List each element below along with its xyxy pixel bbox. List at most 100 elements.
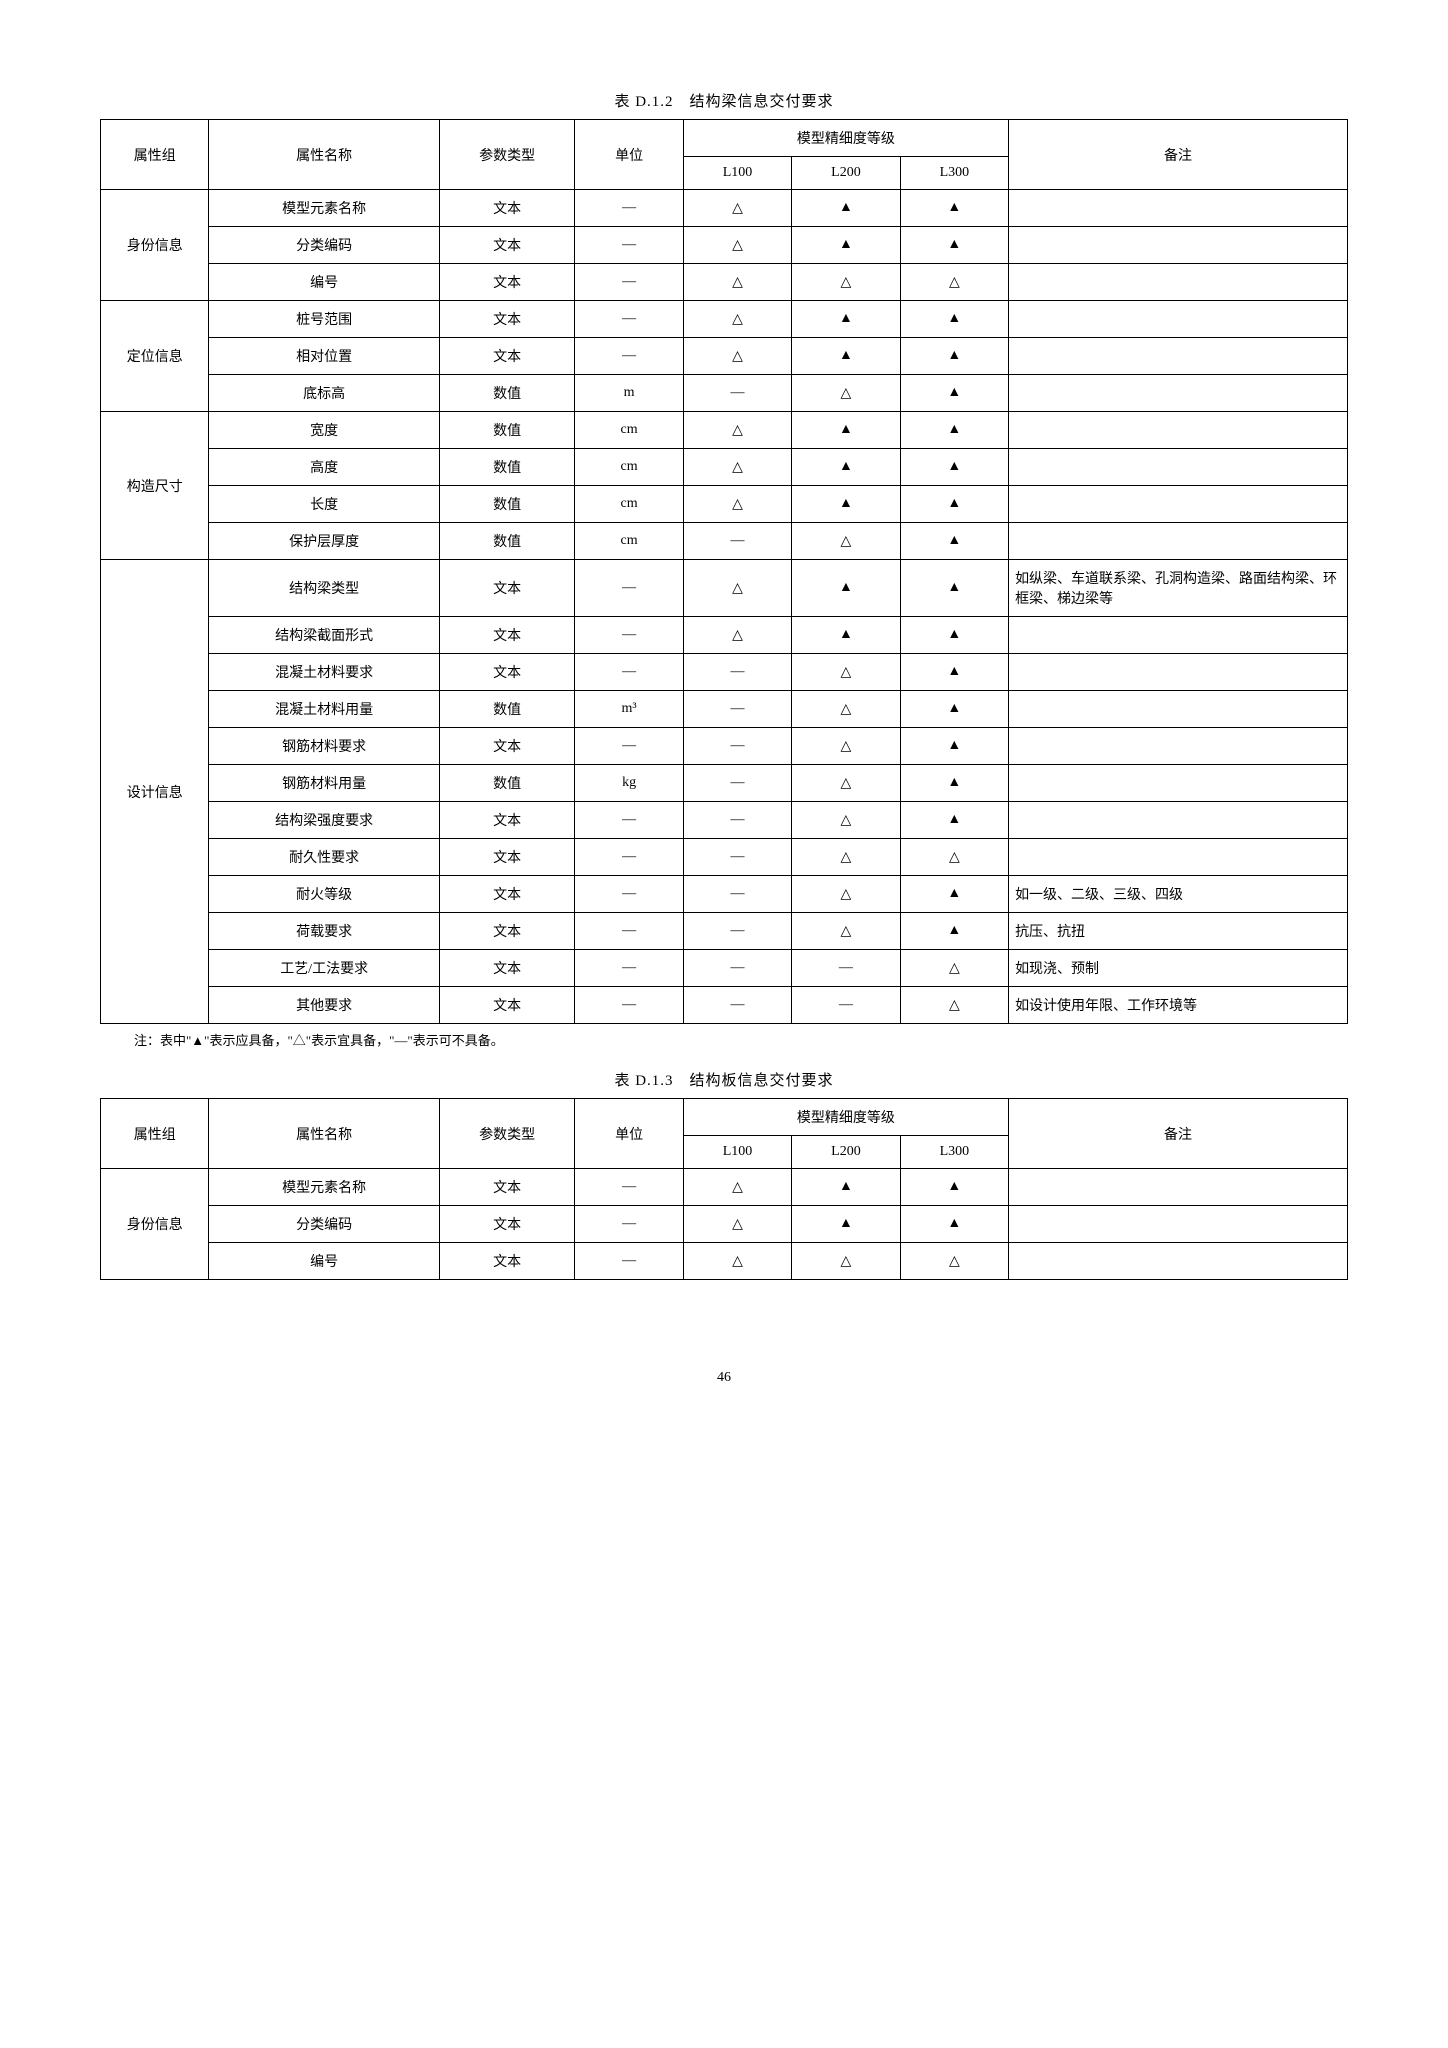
cell-unit: — xyxy=(575,301,683,338)
cell-l100: △ xyxy=(683,449,791,486)
cell-unit: — xyxy=(575,617,683,654)
cell-l100: — xyxy=(683,523,791,560)
cell-group: 身份信息 xyxy=(101,190,209,301)
cell-name: 钢筋材料用量 xyxy=(209,765,439,802)
cell-type: 文本 xyxy=(439,654,575,691)
cell-type: 文本 xyxy=(439,301,575,338)
cell-l200: ▲ xyxy=(792,338,900,375)
data-table: 属性组属性名称参数类型单位模型精细度等级备注L100L200L300身份信息模型… xyxy=(100,1098,1348,1280)
th-unit: 单位 xyxy=(575,1099,683,1169)
cell-unit: cm xyxy=(575,486,683,523)
cell-type: 数值 xyxy=(439,375,575,412)
cell-l100: △ xyxy=(683,1206,791,1243)
cell-l300: ▲ xyxy=(900,190,1008,227)
table-row: 相对位置文本—△▲▲ xyxy=(101,338,1348,375)
cell-l300: ▲ xyxy=(900,728,1008,765)
cell-l200: △ xyxy=(792,765,900,802)
cell-unit: — xyxy=(575,560,683,617)
cell-l200: ▲ xyxy=(792,412,900,449)
cell-name: 结构梁强度要求 xyxy=(209,802,439,839)
th-group: 属性组 xyxy=(101,1099,209,1169)
cell-unit: — xyxy=(575,802,683,839)
cell-unit: m³ xyxy=(575,691,683,728)
cell-name: 结构梁类型 xyxy=(209,560,439,617)
cell-l200: △ xyxy=(792,876,900,913)
table-row: 其他要求文本———△如设计使用年限、工作环境等 xyxy=(101,987,1348,1024)
th-unit: 单位 xyxy=(575,120,683,190)
th-sublevel: L200 xyxy=(792,157,900,190)
cell-name: 保护层厚度 xyxy=(209,523,439,560)
cell-l300: ▲ xyxy=(900,691,1008,728)
cell-type: 数值 xyxy=(439,486,575,523)
cell-l200: △ xyxy=(792,913,900,950)
cell-group: 定位信息 xyxy=(101,301,209,412)
cell-remark: 抗压、抗扭 xyxy=(1009,913,1348,950)
cell-l200: ▲ xyxy=(792,617,900,654)
cell-l300: ▲ xyxy=(900,375,1008,412)
cell-l300: △ xyxy=(900,264,1008,301)
cell-group: 设计信息 xyxy=(101,560,209,1024)
cell-l300: ▲ xyxy=(900,654,1008,691)
cell-l200: △ xyxy=(792,691,900,728)
cell-group: 身份信息 xyxy=(101,1169,209,1280)
cell-remark xyxy=(1009,1206,1348,1243)
cell-remark: 如纵梁、车道联系梁、孔洞构造梁、路面结构梁、环框梁、梯边梁等 xyxy=(1009,560,1348,617)
cell-l100: △ xyxy=(683,617,791,654)
table-row: 混凝土材料要求文本——△▲ xyxy=(101,654,1348,691)
cell-l200: — xyxy=(792,950,900,987)
cell-l100: — xyxy=(683,839,791,876)
cell-unit: — xyxy=(575,913,683,950)
th-sublevel: L300 xyxy=(900,1136,1008,1169)
cell-remark xyxy=(1009,375,1348,412)
cell-name: 高度 xyxy=(209,449,439,486)
cell-remark: 如现浇、预制 xyxy=(1009,950,1348,987)
table-row: 身份信息模型元素名称文本—△▲▲ xyxy=(101,190,1348,227)
cell-l200: — xyxy=(792,987,900,1024)
cell-l200: △ xyxy=(792,1243,900,1280)
table-row: 工艺/工法要求文本———△如现浇、预制 xyxy=(101,950,1348,987)
cell-remark xyxy=(1009,728,1348,765)
cell-l300: ▲ xyxy=(900,617,1008,654)
cell-l100: △ xyxy=(683,486,791,523)
cell-type: 数值 xyxy=(439,449,575,486)
cell-unit: — xyxy=(575,264,683,301)
cell-remark xyxy=(1009,523,1348,560)
cell-l300: △ xyxy=(900,950,1008,987)
th-remark: 备注 xyxy=(1009,120,1348,190)
cell-l100: △ xyxy=(683,190,791,227)
cell-l300: ▲ xyxy=(900,765,1008,802)
cell-type: 文本 xyxy=(439,1206,575,1243)
table-row: 结构梁截面形式文本—△▲▲ xyxy=(101,617,1348,654)
cell-name: 结构梁截面形式 xyxy=(209,617,439,654)
cell-type: 文本 xyxy=(439,876,575,913)
table-row: 结构梁强度要求文本——△▲ xyxy=(101,802,1348,839)
table-row: 长度数值cm△▲▲ xyxy=(101,486,1348,523)
table-row: 保护层厚度数值cm—△▲ xyxy=(101,523,1348,560)
cell-unit: cm xyxy=(575,523,683,560)
cell-type: 文本 xyxy=(439,913,575,950)
table-caption: 表 D.1.2 结构梁信息交付要求 xyxy=(100,90,1348,111)
cell-type: 文本 xyxy=(439,728,575,765)
cell-l100: △ xyxy=(683,1243,791,1280)
table-row: 分类编码文本—△▲▲ xyxy=(101,1206,1348,1243)
cell-l100: △ xyxy=(683,1169,791,1206)
cell-l100: △ xyxy=(683,412,791,449)
cell-l200: ▲ xyxy=(792,560,900,617)
cell-l300: △ xyxy=(900,839,1008,876)
cell-l300: ▲ xyxy=(900,412,1008,449)
cell-remark xyxy=(1009,190,1348,227)
cell-remark xyxy=(1009,412,1348,449)
cell-type: 文本 xyxy=(439,338,575,375)
cell-type: 文本 xyxy=(439,1169,575,1206)
cell-l100: — xyxy=(683,802,791,839)
cell-l300: △ xyxy=(900,987,1008,1024)
cell-name: 耐火等级 xyxy=(209,876,439,913)
cell-name: 混凝土材料要求 xyxy=(209,654,439,691)
cell-name: 桩号范围 xyxy=(209,301,439,338)
th-level: 模型精细度等级 xyxy=(683,1099,1008,1136)
th-type: 参数类型 xyxy=(439,120,575,190)
cell-l300: ▲ xyxy=(900,560,1008,617)
table-row: 构造尺寸宽度数值cm△▲▲ xyxy=(101,412,1348,449)
cell-l200: △ xyxy=(792,839,900,876)
cell-name: 工艺/工法要求 xyxy=(209,950,439,987)
